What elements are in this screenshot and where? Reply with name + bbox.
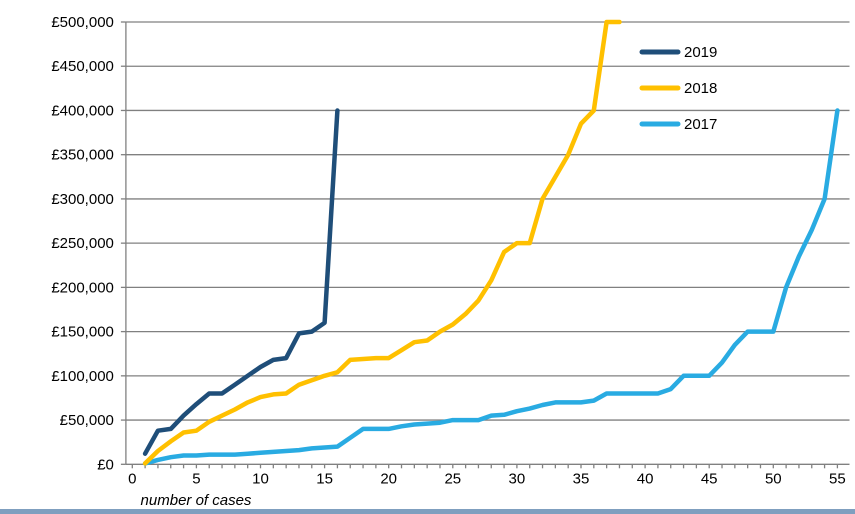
x-tick-label: 45: [701, 470, 718, 487]
x-tick-label: 30: [509, 470, 526, 487]
series-line-2017: [142, 108, 840, 466]
y-tick-label: £50,000: [60, 412, 114, 429]
y-tick-label: £500,000: [51, 14, 114, 31]
y-tick-label: £200,000: [51, 279, 114, 296]
x-tick-label: 35: [573, 470, 590, 487]
legend-label-2018: 2018: [684, 80, 717, 97]
y-tick-label: £400,000: [51, 102, 114, 119]
y-tick-label: £250,000: [51, 235, 114, 252]
y-tick-label: £350,000: [51, 147, 114, 164]
x-tick-label: 15: [316, 470, 333, 487]
y-tick-label: £100,000: [51, 368, 114, 385]
legend-label-2017: 2017: [684, 116, 717, 133]
legend-label-2019: 2019: [684, 44, 717, 61]
series-line-2019: [142, 108, 340, 456]
x-tick-label: 10: [252, 470, 269, 487]
x-tick-label: 0: [128, 470, 136, 487]
y-tick-label: £300,000: [51, 191, 114, 208]
y-tick-label: £450,000: [51, 58, 114, 75]
y-tick-label: £150,000: [51, 324, 114, 341]
y-tick-label: £0: [97, 456, 114, 473]
x-tick-label: 55: [829, 470, 846, 487]
bottom-accent-bar: [0, 509, 855, 514]
x-tick-label: 40: [637, 470, 654, 487]
x-tick-label: 25: [444, 470, 461, 487]
x-tick-label: 20: [380, 470, 397, 487]
x-axis-title: number of cases: [141, 492, 252, 509]
series-line-2018: [142, 19, 622, 466]
x-tick-label: 5: [192, 470, 200, 487]
x-tick-label: 50: [765, 470, 782, 487]
